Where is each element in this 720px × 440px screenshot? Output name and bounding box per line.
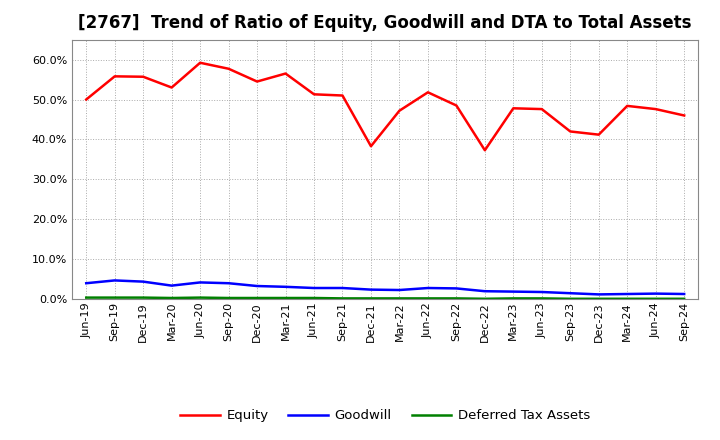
Equity — [480, 147, 489, 153]
Goodwill — [509, 289, 518, 294]
Deferred Tax Assets — [196, 295, 204, 300]
Deferred Tax Assets — [680, 296, 688, 301]
Equity — [452, 103, 461, 108]
Line: Deferred Tax Assets: Deferred Tax Assets — [86, 297, 684, 299]
Deferred Tax Assets — [566, 296, 575, 301]
Goodwill — [82, 281, 91, 286]
Deferred Tax Assets — [623, 296, 631, 301]
Goodwill — [282, 284, 290, 290]
Deferred Tax Assets — [110, 295, 119, 300]
Deferred Tax Assets — [225, 295, 233, 301]
Equity — [566, 129, 575, 134]
Goodwill — [566, 290, 575, 296]
Goodwill — [338, 286, 347, 291]
Equity — [225, 66, 233, 71]
Goodwill — [480, 289, 489, 294]
Equity — [167, 85, 176, 90]
Goodwill — [652, 291, 660, 296]
Deferred Tax Assets — [452, 296, 461, 301]
Deferred Tax Assets — [480, 296, 489, 301]
Equity — [537, 106, 546, 112]
Equity — [253, 79, 261, 84]
Title: [2767]  Trend of Ratio of Equity, Goodwill and DTA to Total Assets: [2767] Trend of Ratio of Equity, Goodwil… — [78, 15, 692, 33]
Goodwill — [395, 287, 404, 293]
Goodwill — [680, 291, 688, 297]
Goodwill — [139, 279, 148, 284]
Deferred Tax Assets — [167, 295, 176, 301]
Goodwill — [225, 281, 233, 286]
Deferred Tax Assets — [338, 296, 347, 301]
Line: Goodwill: Goodwill — [86, 280, 684, 294]
Goodwill — [623, 291, 631, 297]
Deferred Tax Assets — [537, 296, 546, 301]
Deferred Tax Assets — [652, 296, 660, 301]
Deferred Tax Assets — [595, 296, 603, 301]
Goodwill — [595, 292, 603, 297]
Equity — [139, 74, 148, 79]
Goodwill — [196, 280, 204, 285]
Equity — [338, 93, 347, 98]
Equity — [680, 113, 688, 118]
Equity — [196, 60, 204, 66]
Goodwill — [110, 278, 119, 283]
Goodwill — [253, 283, 261, 289]
Goodwill — [366, 287, 375, 292]
Legend: Equity, Goodwill, Deferred Tax Assets: Equity, Goodwill, Deferred Tax Assets — [175, 404, 595, 428]
Line: Equity: Equity — [86, 63, 684, 150]
Deferred Tax Assets — [139, 295, 148, 300]
Equity — [423, 90, 432, 95]
Equity — [652, 106, 660, 112]
Deferred Tax Assets — [423, 296, 432, 301]
Goodwill — [452, 286, 461, 291]
Equity — [623, 103, 631, 109]
Deferred Tax Assets — [82, 295, 91, 300]
Equity — [282, 71, 290, 76]
Deferred Tax Assets — [310, 295, 318, 301]
Deferred Tax Assets — [253, 295, 261, 301]
Equity — [595, 132, 603, 137]
Deferred Tax Assets — [509, 296, 518, 301]
Goodwill — [310, 286, 318, 291]
Goodwill — [423, 286, 432, 291]
Goodwill — [537, 290, 546, 295]
Equity — [366, 143, 375, 149]
Equity — [310, 92, 318, 97]
Equity — [509, 106, 518, 111]
Deferred Tax Assets — [282, 295, 290, 301]
Equity — [82, 97, 91, 102]
Deferred Tax Assets — [366, 296, 375, 301]
Goodwill — [167, 283, 176, 288]
Equity — [110, 74, 119, 79]
Equity — [395, 108, 404, 114]
Deferred Tax Assets — [395, 296, 404, 301]
